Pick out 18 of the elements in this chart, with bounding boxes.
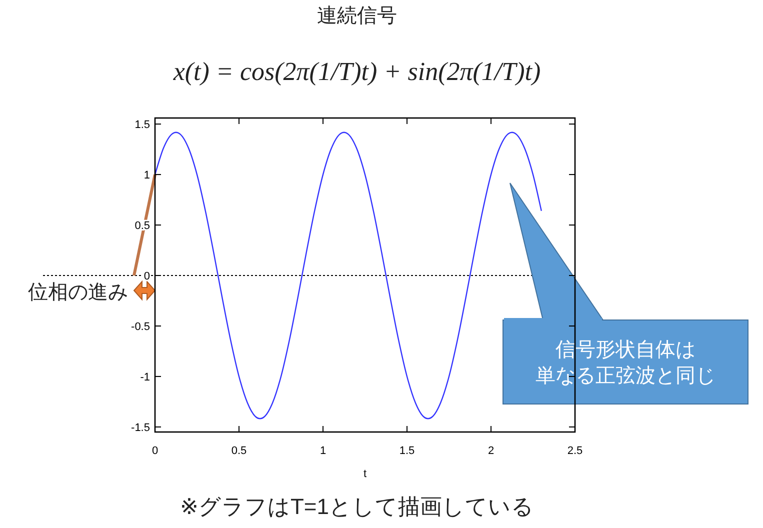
text: ※グラフはT=1として描画している: [180, 494, 534, 519]
x-tick-label: 0.5: [231, 445, 247, 457]
chart-subtitle: x(t) = cos(2π(1/T)t) + sin(2π(1/T)t): [172, 57, 541, 86]
x-tick-label: 1.5: [399, 445, 415, 457]
x-axis-title: t: [363, 468, 367, 480]
chart-title: 連続信号: [317, 5, 397, 27]
x-tick-label: 2.5: [567, 445, 583, 457]
y-tick-label: 1: [144, 170, 150, 182]
x-tick-label: 1: [320, 445, 326, 457]
y-tick-label: -1.5: [131, 422, 150, 434]
x-tick-label: 0: [152, 445, 158, 457]
y-tick-label: -1: [140, 371, 150, 384]
y-tick-label: 1.5: [134, 119, 150, 132]
y-tick-label: 0: [144, 270, 150, 283]
x-tick-label: 2: [488, 445, 494, 457]
annotation: 単なる正弦波と同じ: [536, 365, 716, 387]
annotation: 位相の進み: [28, 282, 128, 304]
y-tick-label: -0.5: [131, 320, 150, 333]
